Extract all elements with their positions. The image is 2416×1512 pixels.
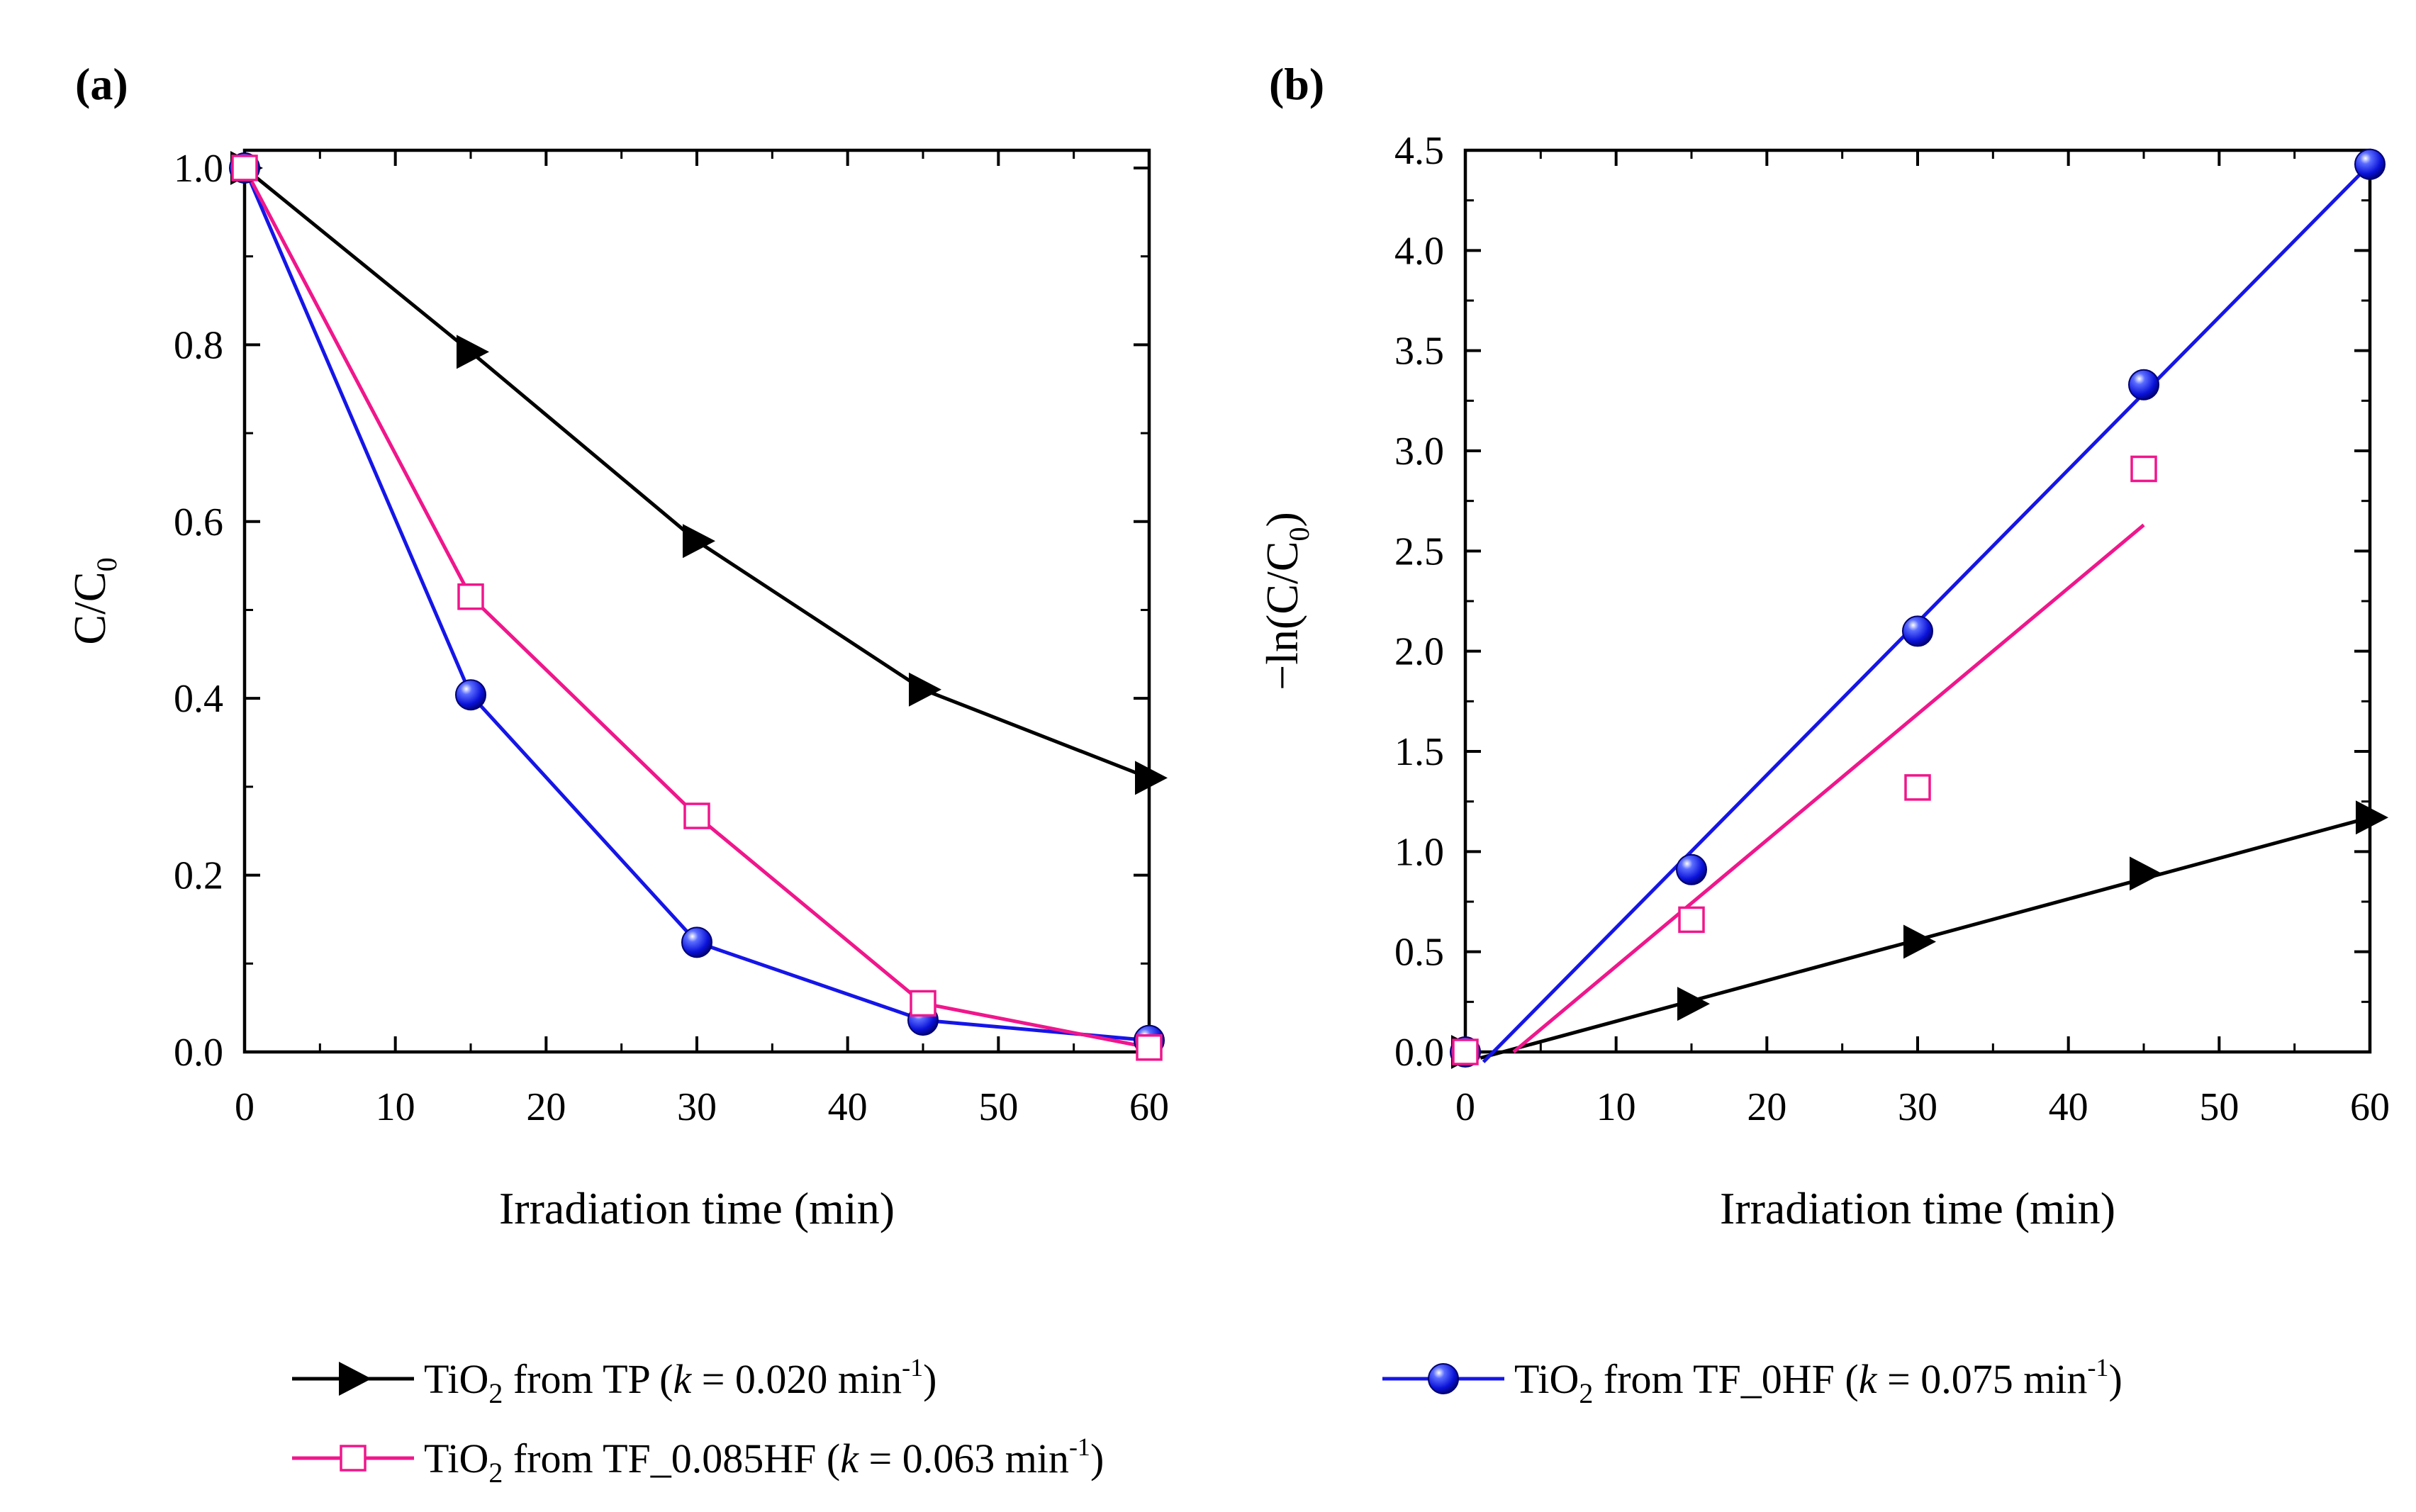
- tick-labels-a: 0 10 20 30 40 50 60 0.0 0.2 0.4 0.6 0.8 1.0: [174, 147, 1169, 1129]
- data-point-tf085: [1904, 774, 1931, 801]
- legend-label-tp: TiO2 from TP (k = 0.020 min-1): [424, 1353, 936, 1409]
- y-tick-label: 1.5: [1394, 730, 1444, 774]
- ticks-a: [243, 150, 1151, 1053]
- ticks-b: [1464, 149, 2371, 1053]
- fit-line-tf085: [1512, 523, 2145, 1053]
- data-point-tf0: [455, 679, 486, 711]
- data-point-tf0: [2128, 369, 2159, 401]
- x-tick-label: 20: [1747, 1085, 1786, 1129]
- panel-label-b: (b): [1269, 59, 1324, 109]
- data-point-tf085: [683, 802, 710, 829]
- data-point-tp: [2356, 800, 2388, 835]
- y-axis-title-a: C/C0: [65, 557, 123, 644]
- legend-marker: [1428, 1363, 1459, 1394]
- tick-labels-b: 0 10 20 30 40 50 60 0.0 0.5 1.0 1.5 2.0 2.5 3.0 3.5 4.0…: [1394, 129, 2390, 1129]
- y-axis-title-b: −ln(C/C0): [1257, 512, 1315, 690]
- series-line-tf0: [242, 167, 1150, 1043]
- legend-item-tf085: TiO2 from TF_0.085HF (k = 0.063 min-1): [292, 1433, 1104, 1489]
- y-tick-label: 2.5: [1394, 530, 1444, 573]
- y-tick-label: 4.0: [1394, 229, 1444, 273]
- y-tick-label: 0.5: [1394, 931, 1444, 975]
- x-tick-label: 40: [2049, 1085, 2088, 1129]
- fit-line-tf0: [1482, 163, 2371, 1063]
- data-point-tp: [1677, 987, 1710, 1021]
- legend-label-tf0: TiO2 from TF_0HF (k = 0.075 min-1): [1514, 1353, 2123, 1409]
- data-point-tf085: [231, 155, 258, 181]
- x-tick-label: 50: [2199, 1085, 2239, 1129]
- legend-symbol-tf085: [292, 1445, 414, 1472]
- y-tick-label: 2.0: [1394, 630, 1444, 674]
- x-tick-label: 60: [1129, 1085, 1169, 1129]
- plot-frame-b: [1463, 148, 2372, 1054]
- legend-symbol-tp: [292, 1362, 414, 1396]
- legend-item-tp: TiO2 from TP (k = 0.020 min-1): [292, 1353, 936, 1409]
- data-point-tp: [1903, 924, 1936, 959]
- series-line-tf085: [242, 167, 1150, 1050]
- data-point-tf0: [681, 926, 712, 958]
- plot-frame-a: [242, 148, 1151, 1054]
- series-a: [229, 150, 1168, 1061]
- chart-panel-a: (a) 0 10 20 30 40 50 60 0.0 0.2 0.4 0.6 0.8 1.0 Irra…: [65, 59, 1169, 1233]
- x-tick-label: 0: [1455, 1085, 1475, 1129]
- x-tick-label: 50: [978, 1085, 1018, 1129]
- y-tick-label: 4.5: [1394, 129, 1444, 173]
- y-tick-label: 1.0: [1394, 830, 1444, 874]
- x-tick-label: 10: [1596, 1085, 1636, 1129]
- y-tick-label: 1.0: [174, 147, 223, 191]
- x-tick-label: 60: [2350, 1085, 2390, 1129]
- data-point-tf0: [1676, 853, 1707, 885]
- chart-panel-b: (b) 0 10 20 30 40 50 60 0.0 0.5 1.0 1.5 2.0 2.5 3.0 3.…: [1257, 59, 2390, 1233]
- data-point-tf0: [1902, 615, 1933, 647]
- data-point-tp: [2130, 856, 2162, 891]
- data-point-tp: [909, 672, 941, 707]
- y-tick-label: 0.2: [174, 854, 223, 898]
- series-b: [1450, 148, 2388, 1069]
- y-tick-label: 0.6: [174, 500, 223, 544]
- data-point-tf085: [1452, 1038, 1479, 1065]
- data-point-tf085: [1136, 1034, 1163, 1061]
- y-tick-label: 0.0: [1394, 1031, 1444, 1075]
- data-point-tp: [683, 524, 715, 559]
- data-point-tf085: [2130, 455, 2157, 483]
- x-tick-label: 40: [828, 1085, 868, 1129]
- panel-label-a: (a): [75, 59, 128, 109]
- x-axis-title-a: Irradiation time (min): [499, 1183, 895, 1233]
- y-tick-label: 0.8: [174, 323, 223, 367]
- data-point-tf085: [1678, 906, 1705, 934]
- y-tick-label: 0.0: [174, 1031, 223, 1075]
- legend-label-tf085: TiO2 from TF_0.085HF (k = 0.063 min-1): [424, 1433, 1104, 1489]
- data-point-tf085: [910, 990, 936, 1017]
- data-point-tp: [457, 335, 489, 369]
- y-tick-label: 3.0: [1394, 430, 1444, 474]
- y-tick-label: 3.5: [1394, 330, 1444, 374]
- data-point-tf085: [457, 583, 484, 610]
- legend-marker: [339, 1362, 371, 1396]
- x-tick-label: 30: [1898, 1085, 1937, 1129]
- x-tick-label: 20: [526, 1085, 566, 1129]
- x-tick-label: 10: [376, 1085, 415, 1129]
- data-point-tf0: [2354, 148, 2386, 180]
- legend-symbol-tf0: [1382, 1363, 1504, 1394]
- series-line-tp: [243, 167, 1150, 780]
- x-axis-title-b: Irradiation time (min): [1720, 1183, 2115, 1233]
- legend-item-tf0: TiO2 from TF_0HF (k = 0.075 min-1): [1382, 1353, 2123, 1409]
- x-tick-label: 30: [677, 1085, 717, 1129]
- y-tick-label: 0.4: [174, 677, 223, 721]
- x-tick-label: 0: [235, 1085, 255, 1129]
- legend-marker: [340, 1445, 367, 1472]
- legend: TiO2 from TP (k = 0.020 min-1) TiO2 from…: [292, 1353, 2123, 1489]
- data-point-tp: [1135, 761, 1168, 795]
